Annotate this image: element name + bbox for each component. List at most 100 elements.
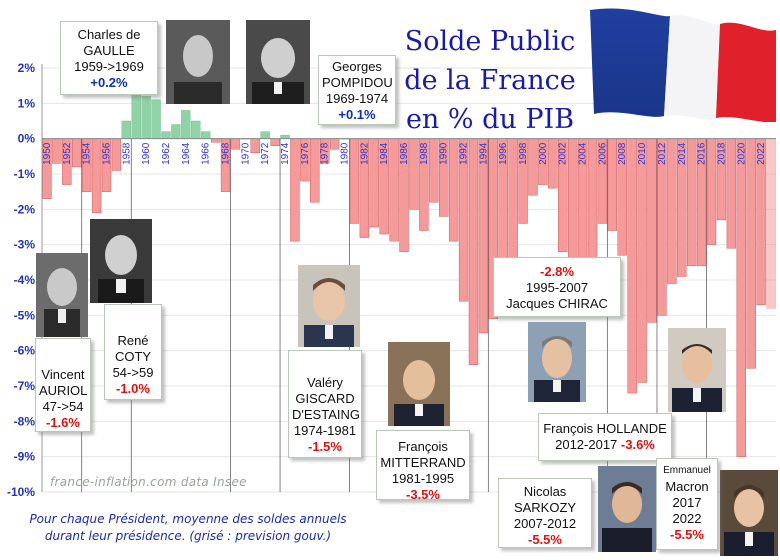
callout-value: -3.6% xyxy=(620,437,655,452)
y-tick-label: 1% xyxy=(18,96,36,110)
president-callout-hollande: François HOLLANDE 2012-2017 -3.6% xyxy=(538,413,672,461)
bar-1959 xyxy=(131,88,141,139)
president-callout-auriol: Vincent AURIOL 47->54 -1.6% xyxy=(35,338,91,432)
portrait-macron-image xyxy=(720,470,778,556)
x-tick-label: 2010 xyxy=(637,142,648,165)
bar-1955 xyxy=(91,138,102,214)
x-tick-label: 1982 xyxy=(359,142,370,165)
callout-line: GAULLE xyxy=(83,43,135,58)
y-tick-label: -8% xyxy=(14,414,36,428)
callout-line: Georges xyxy=(332,59,382,74)
bar-2009 xyxy=(627,138,637,394)
chart-title: Solde Public de la France en % du PIB xyxy=(398,22,582,139)
bar-1960 xyxy=(141,96,151,139)
callout-value: -2.8% xyxy=(540,264,574,279)
bar-1993 xyxy=(468,138,479,366)
portrait-degaulle-image xyxy=(166,20,230,104)
footer-line: Pour chaque Président, moyenne des solde… xyxy=(29,512,347,526)
bar-1983 xyxy=(369,138,379,228)
bar-1971 xyxy=(250,138,260,154)
bar-1973 xyxy=(270,138,280,146)
callout-line: 1959->1969 xyxy=(74,59,144,74)
bar-2020 xyxy=(736,138,746,457)
x-tick-label: 1950 xyxy=(42,142,53,165)
title-line: en % du PIB xyxy=(405,104,575,135)
x-tick-label: 2004 xyxy=(578,142,589,165)
callout-value: -5.5% xyxy=(670,527,704,542)
president-callout-sarkozy: Nicolas SARKOZY 2007-2012 -5.5% xyxy=(498,478,592,548)
bar-1989 xyxy=(429,138,439,203)
x-tick-label: 2018 xyxy=(716,142,727,165)
bar-1987 xyxy=(409,138,419,210)
bar-1966 xyxy=(201,131,211,139)
x-tick-label: 1974 xyxy=(280,142,291,165)
callout-line: 2007-2012 xyxy=(513,516,577,531)
footer-note: Pour chaque Président, moyenne des solde… xyxy=(8,511,368,545)
x-tick-label: 2020 xyxy=(736,142,747,165)
portrait-giscard-image xyxy=(298,265,360,347)
callout-line: René xyxy=(117,333,149,348)
x-tick-label: 1956 xyxy=(101,142,112,165)
bar-1975 xyxy=(290,138,300,242)
president-callout-coty: René COTY 54->59 -1.0% xyxy=(104,304,162,400)
callout-line: Emmanuel xyxy=(663,465,711,476)
x-tick-label: 1952 xyxy=(62,142,73,165)
callout-line: 54->59 xyxy=(112,365,154,380)
callout-line: GISCARD xyxy=(295,391,355,406)
bar-2001 xyxy=(548,138,558,189)
x-tick-label: 1986 xyxy=(399,142,410,165)
bar-2019 xyxy=(726,138,737,249)
bar-1969 xyxy=(230,138,241,150)
bar-1965 xyxy=(191,120,201,139)
callout-value: +0.2% xyxy=(90,75,128,90)
x-tick-label: 1964 xyxy=(181,142,192,165)
bar-2015 xyxy=(687,138,697,267)
source-text: france-inflation.com data Insee xyxy=(50,475,247,489)
x-tick-label: 1972 xyxy=(260,142,271,165)
bar-1977 xyxy=(310,138,320,203)
x-tick-label: 1970 xyxy=(240,142,251,165)
bar-1979 xyxy=(329,138,340,150)
bar-1958 xyxy=(121,120,131,139)
bar-2005 xyxy=(587,138,598,260)
y-tick-label: -2% xyxy=(14,202,36,216)
bar-1981 xyxy=(349,138,360,224)
x-tick-label: 1984 xyxy=(379,142,390,165)
bar-1967 xyxy=(210,138,221,143)
bar-1961 xyxy=(151,99,161,139)
portrait-pompidou-image xyxy=(246,20,310,104)
portrait-hollande-image xyxy=(668,328,726,412)
callout-line: Nicolas xyxy=(523,484,567,499)
callout-value: -1.5% xyxy=(308,439,342,454)
x-axis: 1950 1952 1954 1956 1958 1960 1962 1964 1966 1968… xyxy=(42,138,776,165)
x-tick-label: 1980 xyxy=(340,142,351,165)
y-tick-label: -4% xyxy=(14,273,36,287)
bar-1953 xyxy=(72,138,82,168)
bar-1997 xyxy=(508,138,518,267)
x-tick-label: 1992 xyxy=(459,142,470,165)
x-tick-label: 1976 xyxy=(300,142,311,165)
president-callout-pompidou: Georges POMPIDOU 1969-1974 +0.1% xyxy=(318,55,396,125)
president-callout-giscard: Valéry GISCARD D'ESTAING 1974-1981 -1.5% xyxy=(288,350,362,458)
portrait-mitterrand-image xyxy=(388,342,450,426)
callout-line: SARKOZY xyxy=(513,500,577,515)
bar-1974 xyxy=(280,134,290,139)
callout-line: Vincent xyxy=(41,367,85,382)
callout-value: -1.6% xyxy=(46,415,80,430)
callout-line: AURIOL xyxy=(39,383,88,398)
x-tick-label: 2022 xyxy=(756,142,767,165)
president-callout-mitterrand: François MITTERRAND 1981-1995 -3.5% xyxy=(376,430,470,502)
bar-2017 xyxy=(706,138,717,245)
chart-bars xyxy=(42,88,776,457)
x-tick-label: 1966 xyxy=(201,142,212,165)
y-tick-label: -5% xyxy=(14,308,36,322)
bar-2013 xyxy=(667,138,677,284)
president-callout-degaulle: Charles de GAULLE 1959->1969 +0.2% xyxy=(60,21,158,95)
callout-line: François xyxy=(398,439,448,454)
y-tick-label: -9% xyxy=(14,450,36,464)
callout-line: 2017 xyxy=(672,495,702,510)
callout-line: D'ESTAING xyxy=(292,407,360,422)
callout-line: 1974-1981 xyxy=(293,423,357,438)
x-tick-label: 1988 xyxy=(419,142,430,165)
y-tick-label: -10% xyxy=(7,485,35,499)
